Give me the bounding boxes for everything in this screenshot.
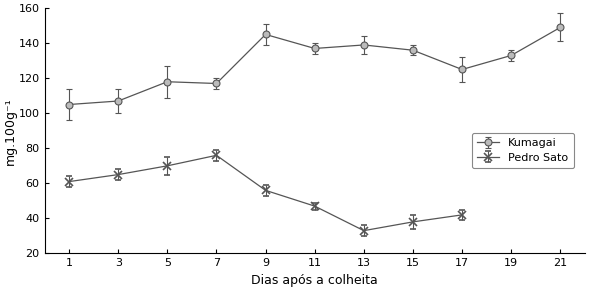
Legend: Kumagai, Pedro Sato: Kumagai, Pedro Sato: [472, 133, 574, 168]
Y-axis label: mg.100g⁻¹: mg.100g⁻¹: [4, 97, 17, 165]
X-axis label: Dias após a colheita: Dias após a colheita: [252, 274, 378, 287]
